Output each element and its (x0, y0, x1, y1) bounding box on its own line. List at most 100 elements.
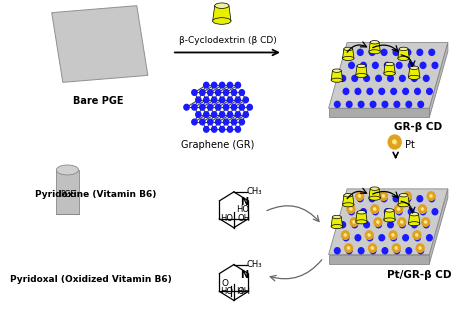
Circle shape (374, 218, 382, 226)
Circle shape (231, 119, 237, 125)
Circle shape (341, 231, 349, 240)
Circle shape (358, 195, 360, 197)
Circle shape (423, 222, 429, 228)
Circle shape (373, 207, 377, 212)
Circle shape (380, 192, 387, 200)
Circle shape (406, 101, 411, 107)
Circle shape (375, 219, 381, 226)
Ellipse shape (398, 56, 409, 60)
Circle shape (398, 218, 406, 226)
Circle shape (345, 244, 353, 253)
Circle shape (382, 248, 388, 254)
Text: CH₃: CH₃ (247, 260, 262, 269)
Text: β-Cyclodextrin (β CD): β-Cyclodextrin (β CD) (179, 35, 276, 45)
Text: OH: OH (237, 287, 250, 296)
Circle shape (419, 247, 421, 249)
Text: Bare PGE: Bare PGE (73, 96, 123, 106)
Circle shape (235, 112, 240, 117)
Circle shape (392, 233, 395, 238)
Circle shape (347, 205, 355, 213)
Circle shape (239, 90, 245, 95)
Circle shape (350, 218, 358, 226)
Circle shape (357, 196, 363, 202)
Circle shape (405, 49, 411, 55)
Text: HO: HO (220, 287, 234, 296)
Circle shape (364, 75, 369, 81)
Circle shape (335, 248, 340, 254)
Circle shape (400, 220, 404, 225)
Circle shape (397, 208, 400, 210)
Circle shape (376, 220, 380, 225)
Polygon shape (398, 195, 409, 205)
Circle shape (403, 192, 411, 200)
Text: PGE: PGE (60, 190, 75, 199)
Circle shape (392, 244, 400, 253)
Circle shape (228, 112, 233, 117)
Polygon shape (384, 64, 395, 73)
Circle shape (424, 220, 428, 225)
Circle shape (219, 97, 225, 103)
Circle shape (424, 221, 427, 223)
Circle shape (393, 245, 400, 252)
Circle shape (392, 235, 394, 237)
Circle shape (401, 222, 403, 224)
Polygon shape (328, 108, 429, 117)
FancyBboxPatch shape (56, 170, 79, 214)
Circle shape (421, 208, 423, 210)
Circle shape (349, 209, 355, 215)
Circle shape (381, 49, 387, 55)
Polygon shape (384, 210, 395, 220)
Circle shape (366, 232, 373, 239)
Ellipse shape (409, 75, 420, 79)
Ellipse shape (56, 165, 79, 175)
Circle shape (406, 194, 410, 199)
Ellipse shape (384, 72, 395, 76)
Circle shape (391, 88, 396, 94)
Circle shape (349, 62, 355, 68)
Circle shape (395, 246, 399, 251)
Polygon shape (409, 214, 420, 224)
Circle shape (353, 220, 356, 225)
Circle shape (357, 193, 363, 200)
Circle shape (376, 75, 382, 81)
Polygon shape (398, 49, 409, 58)
Circle shape (346, 248, 352, 254)
Ellipse shape (344, 47, 353, 51)
Circle shape (429, 196, 435, 202)
Circle shape (370, 245, 375, 252)
Circle shape (392, 234, 394, 236)
Circle shape (411, 75, 417, 81)
Text: CH₃: CH₃ (247, 188, 262, 196)
Polygon shape (52, 6, 148, 82)
Circle shape (388, 222, 393, 228)
Polygon shape (213, 6, 231, 21)
Circle shape (425, 222, 427, 224)
Circle shape (419, 206, 426, 213)
Circle shape (211, 82, 217, 88)
Circle shape (216, 90, 221, 95)
Circle shape (228, 82, 233, 88)
Circle shape (423, 75, 429, 81)
Circle shape (369, 235, 371, 237)
Ellipse shape (384, 218, 395, 222)
Circle shape (372, 206, 378, 213)
Text: Pyridoxal (Oxidized Vitamin B6): Pyridoxal (Oxidized Vitamin B6) (9, 275, 172, 284)
Circle shape (235, 97, 240, 103)
Circle shape (361, 209, 366, 215)
Polygon shape (356, 66, 367, 75)
Polygon shape (409, 68, 420, 77)
Circle shape (343, 235, 349, 241)
Ellipse shape (398, 203, 409, 207)
Circle shape (415, 235, 420, 241)
Circle shape (223, 119, 228, 125)
Circle shape (345, 235, 347, 237)
Circle shape (383, 196, 385, 198)
Circle shape (239, 119, 245, 125)
Text: O: O (221, 279, 228, 288)
Polygon shape (328, 43, 448, 108)
Circle shape (395, 205, 402, 213)
Ellipse shape (410, 213, 419, 216)
Circle shape (427, 192, 435, 200)
Circle shape (228, 126, 233, 132)
Circle shape (382, 101, 388, 107)
